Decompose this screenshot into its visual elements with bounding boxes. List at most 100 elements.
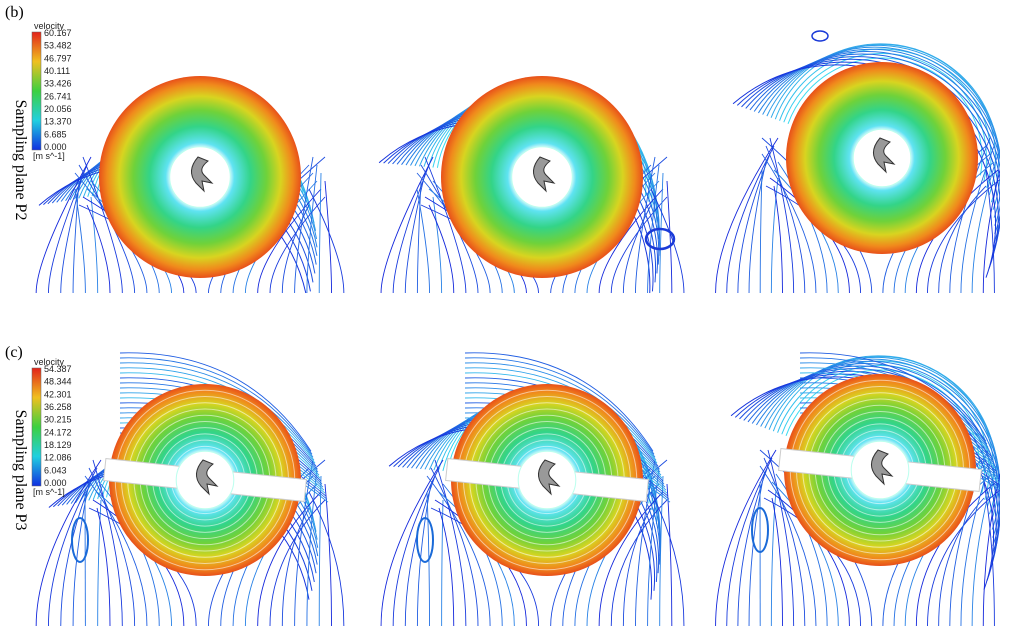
streamline — [771, 481, 839, 626]
streamline — [48, 164, 88, 293]
plane-label: Sampling plane P3 — [12, 410, 29, 531]
streamline — [761, 153, 817, 293]
legend-tick-label: 6.685 — [44, 129, 67, 139]
legend-tick-label: 40.111 — [44, 66, 70, 76]
legend-tick-label: 53.482 — [44, 41, 72, 51]
streamline — [78, 164, 136, 293]
vortex — [811, 30, 829, 42]
streamline — [92, 459, 123, 626]
streamline — [771, 497, 783, 626]
legend-tick-label: 0.000 — [44, 478, 67, 488]
streamline — [666, 483, 673, 626]
streamline — [380, 459, 444, 626]
streamline — [610, 499, 668, 626]
streamline — [426, 475, 491, 626]
legend-tick-label: 54.387 — [44, 364, 72, 374]
vortex — [71, 517, 89, 563]
streamline — [82, 156, 123, 293]
streamline — [392, 164, 430, 293]
streamline — [48, 467, 98, 626]
streamline — [960, 457, 993, 626]
streamline — [324, 180, 332, 293]
streamline — [748, 161, 767, 293]
legend-tick-label: 12.086 — [44, 453, 72, 463]
streamline — [324, 483, 332, 626]
streamline — [749, 53, 1000, 243]
panel-label: (b) — [5, 4, 24, 21]
streamline — [650, 188, 685, 293]
streamline — [767, 489, 850, 626]
legend-title: velocity — [34, 21, 65, 31]
streamline — [938, 497, 985, 626]
streamline — [306, 164, 318, 293]
streamline — [269, 499, 326, 626]
streamline — [799, 352, 987, 442]
streamline — [985, 169, 995, 293]
streamline — [770, 177, 779, 293]
streamline — [938, 185, 987, 293]
legend-tick-label: 6.043 — [44, 465, 67, 475]
streamline — [715, 137, 779, 293]
panel — [35, 76, 345, 293]
panel-label: (c) — [5, 344, 23, 361]
streamline — [659, 172, 664, 293]
streamline — [982, 168, 1000, 293]
streamline — [269, 196, 326, 293]
rotation-arrow — [533, 156, 556, 193]
streamline — [737, 153, 771, 293]
streamline — [86, 204, 111, 293]
streamline — [416, 483, 432, 626]
streamline — [392, 467, 440, 626]
streamline — [765, 145, 806, 293]
streamline — [949, 137, 991, 293]
legend-tick-label: 24.172 — [44, 427, 72, 437]
streamline — [927, 179, 1000, 293]
streamline — [726, 457, 773, 626]
legend-tick-label: 33.426 — [44, 79, 72, 89]
legend-tick-label: 60.167 — [44, 28, 72, 38]
streamline — [464, 362, 656, 458]
streamline — [424, 156, 467, 293]
streamline — [74, 188, 86, 293]
streamline — [768, 355, 997, 515]
streamline — [96, 507, 111, 626]
streamline — [960, 145, 995, 293]
streamline — [318, 172, 322, 293]
streamline — [773, 169, 839, 293]
labels: (b)Sampling plane P2velocity60.16753.482… — [5, 4, 72, 530]
streamline — [35, 459, 102, 626]
legend-unit: [m s^-1] — [33, 487, 65, 497]
panels — [35, 30, 1000, 626]
streamline — [294, 156, 314, 293]
panel — [35, 352, 345, 626]
streamline — [428, 204, 455, 293]
streamline — [380, 156, 434, 293]
rotation-arrow — [196, 459, 219, 496]
streamline — [416, 188, 430, 293]
streamline — [799, 357, 988, 445]
streamline — [971, 153, 999, 293]
streamline — [747, 365, 1000, 555]
streamline — [257, 491, 322, 626]
streamline — [430, 467, 479, 626]
legend-tick-label: 18.129 — [44, 440, 72, 450]
streamline — [119, 362, 314, 458]
streamline — [647, 164, 660, 293]
streamline — [659, 475, 664, 626]
panel — [715, 30, 1000, 293]
streamline — [759, 169, 763, 293]
streamline — [759, 465, 817, 626]
panel — [715, 352, 1000, 626]
rotation-arrow — [538, 459, 561, 496]
streamline — [90, 196, 99, 293]
streamline — [35, 156, 92, 293]
streamline — [88, 467, 136, 626]
legend-tick-label: 42.301 — [44, 389, 72, 399]
rotation-arrow — [873, 137, 896, 174]
streamline — [434, 459, 467, 626]
panel — [378, 76, 685, 293]
streamline — [770, 43, 999, 203]
streamline — [257, 188, 322, 293]
streamline — [635, 156, 656, 293]
streamline — [119, 357, 313, 455]
